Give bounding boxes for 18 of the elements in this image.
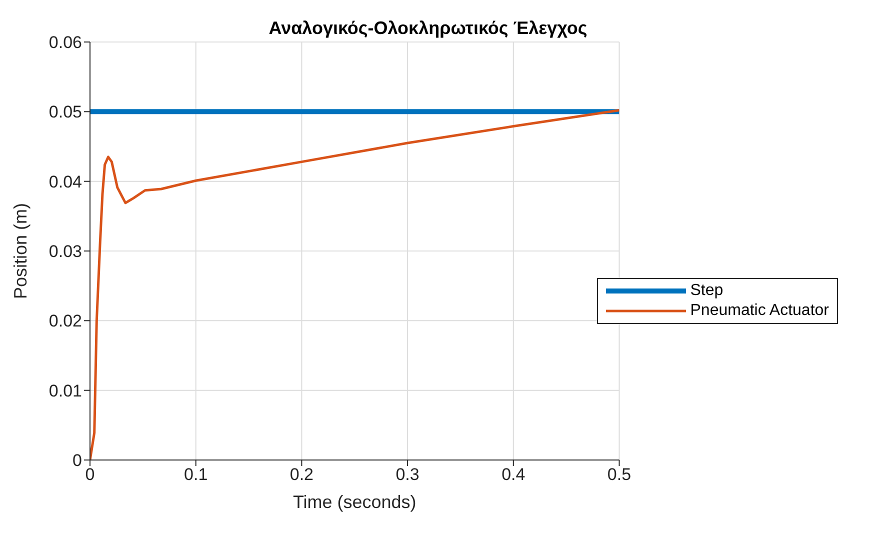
y-tick-label: 0.01 [48,381,82,400]
y-tick-label: 0.04 [48,172,82,192]
y-tick-label: 0.05 [48,102,82,122]
x-tick-label: 0.3 [396,465,420,484]
y-axis-title: Position (m) [10,202,30,300]
chart-title: Αναλογικός-Ολοκληρωτικός Έλεγχος [268,18,588,38]
legend-label: Step [690,281,724,301]
x-axis-title: Time (seconds) [292,492,416,512]
y-tick-label: 0.06 [48,33,82,52]
x-tick-label: 0.2 [290,465,314,484]
y-tick-label: 0.03 [48,242,82,262]
x-tick-label: 0 [85,465,95,484]
x-tick-label: 0.5 [607,465,632,484]
legend-label: Pneumatic Actuator [690,301,829,321]
x-tick-label: 0.1 [184,465,208,484]
y-tick-label: 0 [72,451,82,470]
y-tick-label: 0.02 [48,312,82,331]
x-tick-label: 0.4 [502,465,526,484]
